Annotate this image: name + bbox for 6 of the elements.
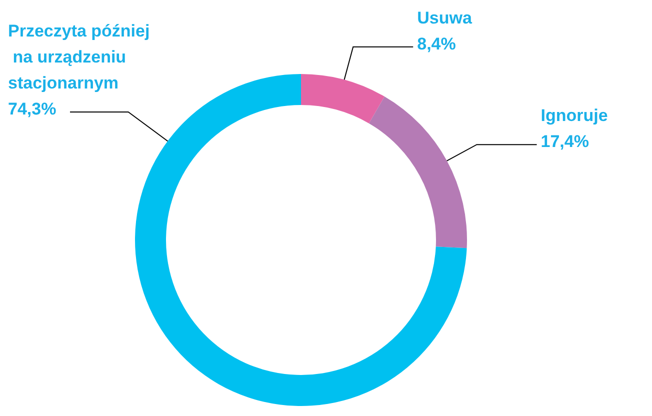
slice-label: Ignoruje [540, 106, 608, 126]
data-label: 74,3% [8, 99, 56, 118]
data-label: 8,4% [417, 34, 456, 54]
slice-label: Usuwa [417, 8, 472, 28]
slice-label: Przeczyta później na urządzeniu stacjonarnym [8, 21, 150, 92]
data-label: 17,4% [540, 132, 589, 152]
